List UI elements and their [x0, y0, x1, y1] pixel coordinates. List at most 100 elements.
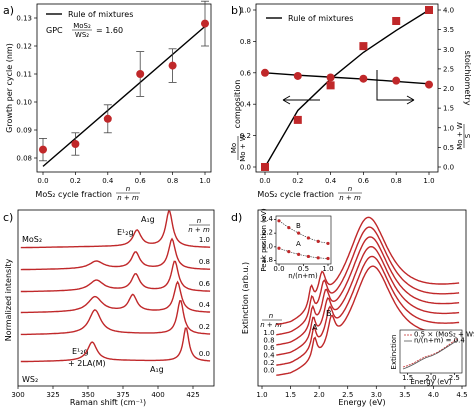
- panel-a-fit-line: [42, 25, 206, 167]
- panel-b-ylabel-right-num: S: [464, 133, 472, 138]
- panel-a-ytick-label: 0.11: [16, 71, 32, 79]
- panel-b-ytick-right-label: 2.5: [443, 65, 454, 73]
- panel-b-ylabel-left-num: Mo: [230, 143, 238, 153]
- panel-d-xtick-label: 2.0: [314, 391, 325, 399]
- inset-peak-point-A: [316, 256, 320, 260]
- panel-c-series-header-num: n: [197, 217, 201, 225]
- panel-a-xtick-label: 0.4: [102, 177, 114, 185]
- panel-b-ytick-left-label: 0.6: [240, 69, 252, 77]
- panel-b-stoichiometry-point: [359, 74, 368, 83]
- panel-c-label: c): [3, 211, 13, 224]
- panel-b-stoichiometry-point: [326, 73, 335, 82]
- panel-d-xtick-label: 4.5: [456, 391, 467, 399]
- panel-c-a1g-top: A₁g: [141, 215, 155, 224]
- panel-a-legend-gpc-value: = 1.60: [96, 26, 123, 35]
- panel-d-series-header-den: n + m: [260, 321, 282, 329]
- inset-extinction-xtick-label: 2.0: [425, 374, 436, 382]
- panel-d-inset-extinction: Extinction Energy (eV) 1.5 2.0 2.5 0.5 × (…: [390, 329, 474, 386]
- panel-a-xtick-label: 0.6: [135, 177, 147, 185]
- panel-d-xtick-label: 1.0: [256, 391, 267, 399]
- inset-peak-point-B: [287, 226, 291, 230]
- inset-extinction-legend-1: 0.5 × (MoS₂ + WS₂): [414, 331, 474, 339]
- inset-peak-point-A: [297, 252, 301, 256]
- panel-b-plot-area: [255, 3, 439, 173]
- inset-peak-point-A: [326, 256, 330, 261]
- panel-b-ytick-right-label: 0.5: [443, 144, 454, 152]
- panel-c-spectrum: [20, 300, 211, 336]
- inset-extinction-alloy-line: [402, 339, 459, 370]
- panel-c-series-label: 0.8: [199, 258, 210, 266]
- panel-c-label-mos2: MoS₂: [22, 235, 42, 244]
- panel-d-series-label: 1.0: [263, 329, 274, 337]
- panel-b-composition-fit: [264, 9, 430, 168]
- panel-b-legend-label: Rule of mixtures: [288, 14, 353, 23]
- inset-peak-point-B: [326, 241, 330, 246]
- panel-a-xlabel-frac-den: n + m: [117, 194, 139, 202]
- panel-a-label: a): [3, 4, 14, 17]
- panel-b-xlabel-frac-den: n + m: [339, 194, 361, 202]
- inset-peak-point-B: [316, 239, 320, 243]
- panel-b-ylabel-right-den: Mo + W: [456, 122, 464, 150]
- panel-b-label: b): [231, 4, 242, 17]
- inset-peak-point-A: [287, 250, 291, 254]
- inset-peak-label-b: B: [296, 222, 301, 230]
- panel-d-peak-label-a: A: [312, 323, 318, 332]
- panel-c-label-ws2: WS₂: [22, 375, 38, 384]
- panel-c: c) 300 325 350 375 400 425 Normalized intensi…: [3, 209, 215, 407]
- inset-extinction-legend-2: n/(n+m) = 0.4: [414, 337, 465, 345]
- panel-b-arrow-left: [282, 95, 320, 105]
- panel-c-ylabel: Normalized intensity: [4, 258, 13, 341]
- panel-b-ytick-right-label: 4.0: [443, 7, 454, 15]
- panel-a-point: [71, 140, 80, 148]
- inset-peak-ytick-label: 2.0: [262, 242, 273, 250]
- panel-b-ylabel-right: stoichiometry: [463, 51, 472, 106]
- panel-c-series-label: 0.2: [199, 323, 210, 331]
- panel-a: a) 0.0 0.2 0.4 0.6 0.8 1.0 0.08 0.09 0.10 0.11 0.…: [3, 0, 212, 202]
- panel-b-ytick-right-label: 2.0: [443, 85, 454, 93]
- panel-d-series-label: 0.4: [263, 352, 275, 360]
- panel-d-series-label: 0.8: [263, 337, 274, 345]
- panel-c-xtick-label: 300: [11, 391, 24, 399]
- panel-c-series-header-den: n + m: [188, 226, 210, 234]
- panel-a-point: [136, 70, 145, 78]
- panel-a-ytick-label: 0.10: [16, 99, 32, 107]
- panel-a-legend-gpc-den: WS₂: [75, 31, 89, 39]
- panel-b-ytick-left-label: 0.4: [240, 101, 252, 109]
- panel-b-ylabel-left: composition: [233, 80, 242, 129]
- panel-b-composition-point: [326, 81, 335, 90]
- panel-b-xtick-label: 0.4: [325, 177, 337, 185]
- panel-a-point: [103, 114, 112, 123]
- panel-c-xlabel: Raman shift (cm⁻¹): [70, 398, 146, 407]
- panel-c-plot-area: [17, 209, 215, 387]
- panel-b-composition-point: [359, 42, 368, 51]
- panel-c-xtick-label: 350: [81, 391, 94, 399]
- panel-c-spectrum: [20, 260, 211, 293]
- inset-extinction-xtick-label: 2.5: [449, 374, 460, 382]
- inset-extinction-ylabel: Extinction: [390, 335, 398, 370]
- panel-a-ylabel: Growth per cycle (nm): [5, 43, 14, 133]
- panel-d-spectrum: [276, 226, 460, 336]
- panel-b: b) 0.0 0.2 0.4 0.6 0.8 1.0 0.0 0.2 0.4 0.6 0.8 1.0…: [230, 3, 472, 202]
- panel-d-spectrum: [276, 245, 460, 356]
- panel-b-xtick-label: 0.8: [391, 177, 402, 185]
- panel-b-ytick-left-label: 0.2: [240, 132, 251, 140]
- panel-d-xlabel: Energy (eV): [338, 398, 385, 407]
- inset-peak-ytick-label: 2.2: [262, 229, 273, 237]
- panel-b-composition-point: [425, 6, 433, 14]
- panel-d-xtick-label: 3.0: [371, 391, 382, 399]
- panel-d-ylabel: Extinction (arb.u.): [241, 262, 250, 334]
- panel-d-xtick-label: 2.5: [342, 391, 353, 399]
- panel-c-xtick-label: 425: [186, 391, 199, 399]
- panel-a-xlabel-frac-num: n: [126, 185, 130, 193]
- panel-a-xtick-label: 0.8: [167, 177, 178, 185]
- panel-d-spectrum: [276, 216, 460, 326]
- inset-peak-xtick-label: 0.0: [273, 265, 284, 273]
- panel-c-series-label: 0.4: [199, 301, 211, 309]
- panel-b-ylabel-left-den: Mo + W: [239, 134, 247, 162]
- panel-a-point: [201, 19, 209, 28]
- inset-peak-xlabel: n/(n+m): [288, 272, 318, 280]
- panel-d-series-header-num: n: [269, 312, 273, 320]
- panel-c-e2g-bottom-line2: + 2LA(M): [68, 359, 106, 368]
- panel-d-series-label: 0.6: [263, 344, 275, 352]
